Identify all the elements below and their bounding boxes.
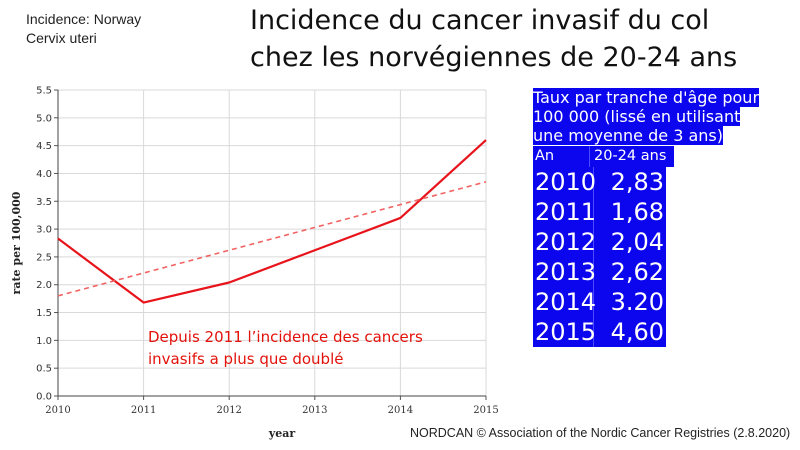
y-tick-label: 1.5 xyxy=(36,308,52,319)
table-row: 2012 2,04 xyxy=(533,227,666,257)
source-credit: NORDCAN © Association of the Nordic Canc… xyxy=(410,426,791,440)
y-tick-label: 4.5 xyxy=(36,141,52,152)
row-value: 4,60 xyxy=(610,318,664,346)
table-row: 2010 2,83 xyxy=(533,167,666,197)
row-year: 2013 xyxy=(535,257,597,287)
row-year: 2012 xyxy=(535,227,597,257)
plot-area xyxy=(58,90,486,396)
table-column-headers: An 20-24 ans xyxy=(533,146,674,167)
table-row: 2014 3.20 xyxy=(533,287,666,317)
row-year: 2010 xyxy=(535,167,597,197)
table-row: 2015 4,60 xyxy=(533,317,666,347)
source-country: Incidence: Norway xyxy=(26,11,142,27)
y-tick-label: 3.5 xyxy=(36,197,52,208)
x-tick-label: 2015 xyxy=(473,405,498,416)
y-tick-label: 2.5 xyxy=(36,252,52,263)
table-header-line1: Taux par tranche d'âge pour xyxy=(533,88,760,107)
slide-title-line2: chez les norvégiennes de 20-24 ans xyxy=(250,42,738,73)
row-year: 2015 xyxy=(535,317,597,347)
y-axis-label: rate per 100,000 xyxy=(10,191,23,294)
source-title: Incidence: Norway Cervix uteri xyxy=(26,10,141,48)
row-value: 1,68 xyxy=(610,198,664,226)
source-site: Cervix uteri xyxy=(26,30,97,46)
row-value: 2,04 xyxy=(610,228,664,256)
y-tick-label: 1.0 xyxy=(36,336,52,347)
rate-table: Taux par tranche d'âge pour 100 000 (lis… xyxy=(533,88,769,347)
row-value: 3.20 xyxy=(610,288,664,316)
table-header-line3: une moyenne de 3 ans) xyxy=(533,126,723,145)
column-age-group: 20-24 ans xyxy=(594,148,667,164)
column-year: An xyxy=(533,146,590,167)
y-tick-label: 2.0 xyxy=(36,280,52,291)
row-year: 2014 xyxy=(535,287,597,317)
trend-line xyxy=(57,181,487,297)
x-tick-label: 2012 xyxy=(216,405,241,416)
annotation-line1: Depuis 2011 l’incidence des cancers xyxy=(148,328,423,346)
row-value: 2,83 xyxy=(610,168,664,196)
slide-title: Incidence du cancer invasif du col chez … xyxy=(250,2,798,76)
row-year: 2011 xyxy=(535,197,597,227)
y-tick-label: 5.0 xyxy=(36,113,52,124)
y-tick-label: 0.5 xyxy=(36,364,52,375)
incidence-line xyxy=(57,139,487,304)
annotation-line2: invasifs a plus que doublé xyxy=(148,350,344,368)
x-tick-label: 2011 xyxy=(131,405,156,416)
table-header-line2: 100 000 (lissé en utilisant xyxy=(533,107,741,126)
x-tick-label: 2013 xyxy=(302,405,327,416)
x-tick-label: 2010 xyxy=(45,405,70,416)
y-tick-label: 5.5 xyxy=(36,86,52,97)
row-value: 2,62 xyxy=(610,258,664,286)
slide-title-line1: Incidence du cancer invasif du col xyxy=(250,5,710,36)
table-row: 2011 1,68 xyxy=(533,197,666,227)
y-tick-label: 4.0 xyxy=(36,169,52,180)
table-row: 2013 2,62 xyxy=(533,257,666,287)
x-axis-label: year xyxy=(268,427,296,440)
y-tick-label: 3.0 xyxy=(36,225,52,236)
incidence-chart: 0.0 0.5 1.0 1.5 2.0 2.5 3.0 3.5 4.0 4.5 5.0 5.5 2010… xyxy=(10,86,499,441)
y-tick-label: 0.0 xyxy=(36,392,52,403)
x-tick-label: 2014 xyxy=(388,405,413,416)
chart-annotation: Depuis 2011 l’incidence des cancers inva… xyxy=(148,326,423,370)
